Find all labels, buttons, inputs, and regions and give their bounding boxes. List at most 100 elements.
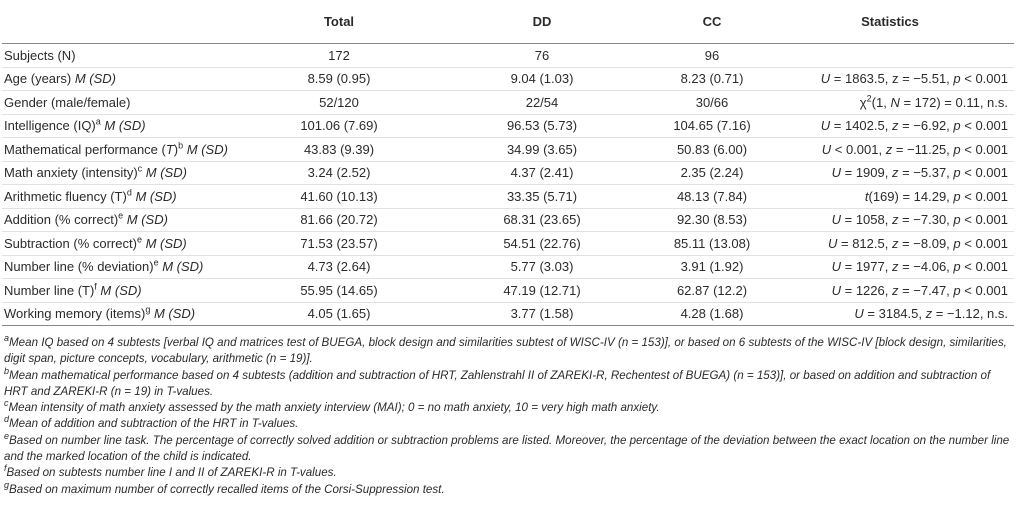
- statistics-cell: U = 3184.5, z = −1.12, n.s.: [766, 302, 1014, 326]
- text: < 0.001: [960, 141, 1008, 157]
- italic-text: z: [891, 282, 899, 298]
- text: Age (years): [4, 71, 75, 87]
- cell: 5.77 (3.03): [426, 255, 658, 279]
- footnote-text: Mean IQ based on 4 subtests [verbal IQ a…: [4, 336, 1007, 366]
- cell: 8.59 (0.95): [252, 67, 426, 91]
- text: (169) = 14.29,: [868, 188, 954, 204]
- superscript: e: [136, 234, 142, 245]
- italic-text: M (SD): [131, 188, 177, 204]
- text: = −6.92,: [898, 118, 954, 134]
- cell: 85.11 (13.08): [658, 231, 766, 256]
- italic-text: N: [890, 94, 900, 110]
- text: Subtraction (% correct): [4, 235, 137, 251]
- row-label: Addition (% correct)e M (SD): [2, 208, 252, 232]
- superscript: a: [95, 116, 101, 127]
- footnote: cMean intensity of math anxiety assessed…: [4, 399, 1012, 416]
- italic-text: z: [891, 212, 899, 228]
- cell: 4.73 (2.64): [252, 255, 426, 279]
- footnote-text: Based on maximum number of correctly rec…: [9, 482, 445, 496]
- cell: 92.30 (8.53): [658, 208, 766, 232]
- cell: 71.53 (23.57): [252, 231, 426, 256]
- statistics-cell: U = 1058, z = −7.30, p < 0.001: [766, 208, 1014, 232]
- row-label: Subtraction (% correct)e M (SD): [2, 231, 252, 256]
- table-row: Addition (% correct)e M (SD) 81.66 (20.72…: [2, 208, 1014, 232]
- text: Mathematical performance (: [4, 141, 166, 157]
- table-row: Intelligence (IQ)a M (SD) 101.06 (7.69) 96…: [2, 114, 1014, 138]
- footnote-text: Mean intensity of math anxiety assessed …: [8, 401, 660, 415]
- header-row: Total DD CC Statistics: [2, 0, 1014, 44]
- italic-text: T: [165, 141, 174, 157]
- footnote-mark: e: [4, 430, 10, 441]
- footnote-mark: d: [4, 414, 10, 425]
- italic-text: U: [821, 141, 832, 157]
- italic-text: z: [891, 259, 899, 275]
- cell: 52/120: [252, 90, 426, 115]
- superscript: d: [126, 187, 132, 198]
- italic-text: z: [891, 235, 899, 251]
- italic-text: M (SD): [123, 212, 168, 228]
- superscript: e: [153, 257, 159, 268]
- cell: 68.31 (23.65): [426, 208, 658, 232]
- cell: 55.95 (14.65): [252, 278, 426, 303]
- table-row: Math anxiety (intensity)c M (SD) 3.24 (2.…: [2, 161, 1014, 185]
- table-row: Subjects (N) 172 76 96: [2, 43, 1014, 68]
- italic-text: U: [820, 118, 831, 134]
- italic-text: z: [925, 306, 933, 322]
- text: = −5.37,: [898, 165, 954, 181]
- cell: 104.65 (7.16): [658, 114, 766, 138]
- cell: 34.99 (3.65): [426, 137, 658, 162]
- italic-text: U: [828, 235, 838, 251]
- text: = 1977,: [841, 259, 892, 275]
- table-row: Age (years) M (SD) 8.59 (0.95) 9.04 (1.03)…: [2, 67, 1014, 91]
- footnotes: aMean IQ based on 4 subtests [verbal IQ …: [4, 333, 1012, 498]
- footnote-mark: f: [4, 463, 7, 474]
- text: Intelligence (IQ): [4, 118, 96, 134]
- column-header: Statistics: [766, 0, 1014, 44]
- row-label: Age (years) M (SD): [2, 67, 252, 91]
- text: < 0.001: [960, 165, 1008, 181]
- table-row: Working memory (items)g M (SD) 4.05 (1.65…: [2, 302, 1014, 326]
- footnote: gBased on maximum number of correctly re…: [4, 480, 1012, 498]
- footnote: dMean of addition and subtraction of the…: [4, 414, 1012, 432]
- row-label: Subjects (N): [2, 43, 252, 68]
- row-label: Intelligence (IQ)a M (SD): [2, 114, 252, 138]
- italic-text: p: [953, 212, 961, 228]
- statistics-cell: U = 1909, z = −5.37, p < 0.001: [766, 161, 1014, 185]
- cell: 8.23 (0.71): [658, 67, 766, 91]
- text: Math anxiety (intensity): [4, 165, 138, 181]
- text: = −7.30,: [898, 212, 954, 228]
- statistics-cell: U = 812.5, z = −8.09, p < 0.001: [766, 231, 1014, 256]
- italic-text: M (SD): [74, 71, 116, 87]
- italic-text: U: [854, 306, 864, 322]
- cell: 48.13 (7.84): [658, 184, 766, 209]
- corner: [2, 0, 252, 44]
- italic-text: M (SD): [183, 141, 228, 157]
- italic-text: p: [953, 165, 961, 181]
- cell: 172: [252, 43, 426, 68]
- cell: 50.83 (6.00): [658, 137, 766, 162]
- table-row: Number line (T)f M (SD) 55.95 (14.65) 47.1…: [2, 278, 1014, 303]
- superscript: 2: [866, 93, 872, 104]
- italic-text: M (SD): [158, 259, 204, 275]
- text: = 1058,: [841, 212, 892, 228]
- cell: 54.51 (22.76): [426, 231, 658, 256]
- text: Subjects (N): [4, 47, 76, 63]
- statistics-cell: U < 0.001, z = −11.25, p < 0.001: [766, 137, 1014, 162]
- cell: 41.60 (10.13): [252, 184, 426, 209]
- footnote-mark: b: [4, 365, 10, 376]
- italic-text: M (SD): [142, 165, 187, 181]
- italic-text: U: [820, 71, 831, 87]
- italic-text: U: [831, 259, 841, 275]
- text: < 0.001: [960, 235, 1008, 251]
- italic-text: M (SD): [96, 282, 142, 298]
- footnote: fBased on subtests number line I and II …: [4, 463, 1012, 481]
- footnote-text: Mean of addition and subtraction of the …: [9, 417, 299, 431]
- column-header: DD: [426, 0, 658, 44]
- italic-text: p: [953, 235, 961, 251]
- footnote-mark: a: [4, 333, 10, 344]
- cell: 4.05 (1.65): [252, 302, 426, 326]
- cell: 43.83 (9.39): [252, 137, 426, 162]
- cell: 4.37 (2.41): [426, 161, 658, 185]
- cell: 4.28 (1.68): [658, 302, 766, 326]
